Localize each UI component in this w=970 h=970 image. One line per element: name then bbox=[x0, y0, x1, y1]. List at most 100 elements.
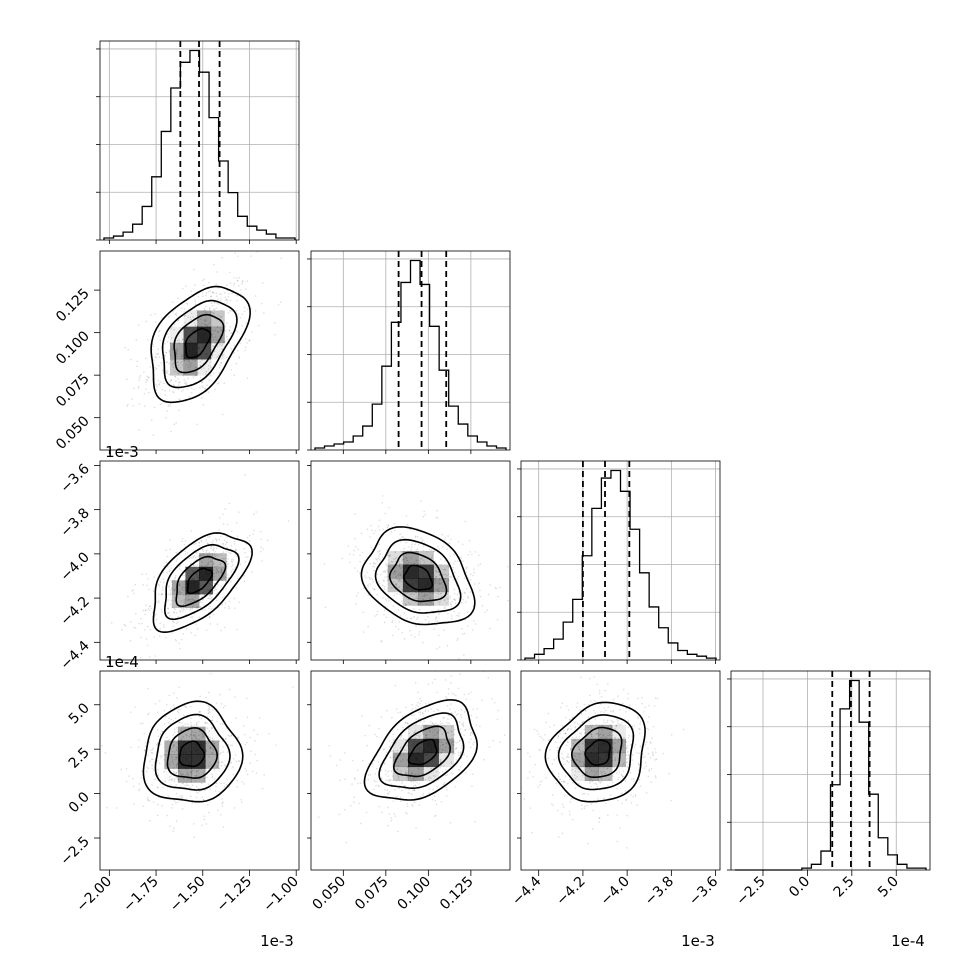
sample-point bbox=[457, 575, 460, 578]
sample-point bbox=[171, 807, 173, 809]
sample-point bbox=[439, 748, 441, 751]
sample-point bbox=[425, 603, 428, 606]
sample-point bbox=[154, 313, 156, 315]
sample-point bbox=[571, 716, 574, 719]
sample-point bbox=[138, 376, 141, 379]
sample-point bbox=[186, 303, 189, 305]
sample-point bbox=[383, 761, 386, 764]
sample-point bbox=[569, 749, 572, 751]
sample-point bbox=[621, 775, 624, 778]
sample-point bbox=[171, 756, 173, 758]
sample-point bbox=[607, 734, 609, 737]
sample-point bbox=[154, 773, 156, 776]
sample-point bbox=[208, 379, 211, 381]
sample-point bbox=[235, 717, 237, 720]
sample-point bbox=[639, 745, 642, 747]
sample-point bbox=[215, 572, 218, 575]
sample-point bbox=[385, 600, 388, 602]
sample-point bbox=[636, 804, 639, 806]
sample-point bbox=[403, 785, 406, 787]
sample-point bbox=[193, 599, 196, 601]
sample-point bbox=[565, 716, 567, 719]
sample-point bbox=[177, 616, 180, 618]
sample-point bbox=[460, 708, 463, 711]
density-cell bbox=[197, 359, 212, 376]
sample-point bbox=[614, 736, 617, 739]
sample-point bbox=[594, 774, 596, 777]
sample-point bbox=[161, 592, 163, 595]
sample-point bbox=[427, 777, 430, 780]
sample-point bbox=[144, 357, 147, 360]
sample-point bbox=[423, 510, 426, 513]
sample-point bbox=[196, 314, 199, 317]
sample-point bbox=[144, 745, 147, 747]
sample-point bbox=[454, 560, 456, 563]
sample-point bbox=[652, 725, 655, 728]
sample-point bbox=[452, 566, 454, 569]
sample-point bbox=[234, 252, 237, 254]
sample-point bbox=[439, 745, 442, 747]
sample-point bbox=[399, 754, 401, 757]
sample-point bbox=[437, 570, 439, 573]
sample-point bbox=[194, 299, 197, 301]
sample-point bbox=[176, 697, 178, 699]
sample-point bbox=[222, 706, 225, 709]
sample-point bbox=[138, 789, 140, 792]
sample-point bbox=[370, 577, 372, 579]
sample-point bbox=[458, 754, 460, 757]
sample-point bbox=[211, 737, 214, 740]
sample-point bbox=[443, 577, 446, 580]
sample-point bbox=[590, 726, 593, 729]
sample-point bbox=[393, 570, 396, 573]
sample-point bbox=[436, 588, 439, 591]
sample-point bbox=[200, 554, 203, 556]
sample-point bbox=[605, 736, 607, 738]
sample-point bbox=[196, 724, 198, 726]
sample-point bbox=[388, 740, 391, 742]
sample-point bbox=[201, 796, 204, 799]
sample-point bbox=[177, 708, 180, 711]
sample-point bbox=[361, 715, 363, 717]
sample-point bbox=[461, 723, 463, 725]
sample-point bbox=[275, 744, 278, 746]
sample-point bbox=[241, 781, 243, 783]
sample-point bbox=[436, 582, 439, 585]
sample-point bbox=[573, 758, 576, 760]
sample-point bbox=[443, 607, 446, 610]
sample-point bbox=[452, 744, 454, 746]
sample-point bbox=[527, 752, 529, 755]
sample-point bbox=[143, 732, 146, 735]
sample-point bbox=[212, 709, 214, 711]
sample-point bbox=[438, 752, 441, 755]
sample-point bbox=[614, 749, 617, 751]
sample-point bbox=[378, 805, 380, 808]
sample-point bbox=[457, 768, 460, 771]
sample-point bbox=[210, 366, 213, 369]
sample-point bbox=[596, 733, 598, 735]
sample-point bbox=[397, 774, 399, 776]
sample-point bbox=[418, 631, 421, 633]
sample-point bbox=[435, 617, 437, 619]
sample-point bbox=[577, 771, 580, 773]
sample-point bbox=[491, 697, 493, 700]
sample-point bbox=[418, 559, 421, 562]
sample-point bbox=[463, 592, 466, 594]
sample-point bbox=[208, 730, 211, 732]
sample-point bbox=[529, 807, 532, 809]
sample-point bbox=[187, 773, 189, 776]
sample-point bbox=[224, 765, 227, 767]
sample-point bbox=[408, 788, 410, 791]
sample-point bbox=[155, 367, 158, 370]
sample-point bbox=[186, 773, 189, 775]
sample-point bbox=[622, 775, 624, 778]
sample-point bbox=[373, 532, 375, 535]
sample-point bbox=[591, 780, 594, 782]
sample-point bbox=[590, 778, 592, 780]
sample-point bbox=[438, 578, 441, 581]
sample-point bbox=[431, 556, 433, 559]
sample-point bbox=[402, 536, 404, 538]
sample-point bbox=[201, 548, 204, 551]
sample-point bbox=[168, 694, 170, 697]
sample-point bbox=[190, 387, 193, 389]
sample-point bbox=[568, 810, 571, 813]
